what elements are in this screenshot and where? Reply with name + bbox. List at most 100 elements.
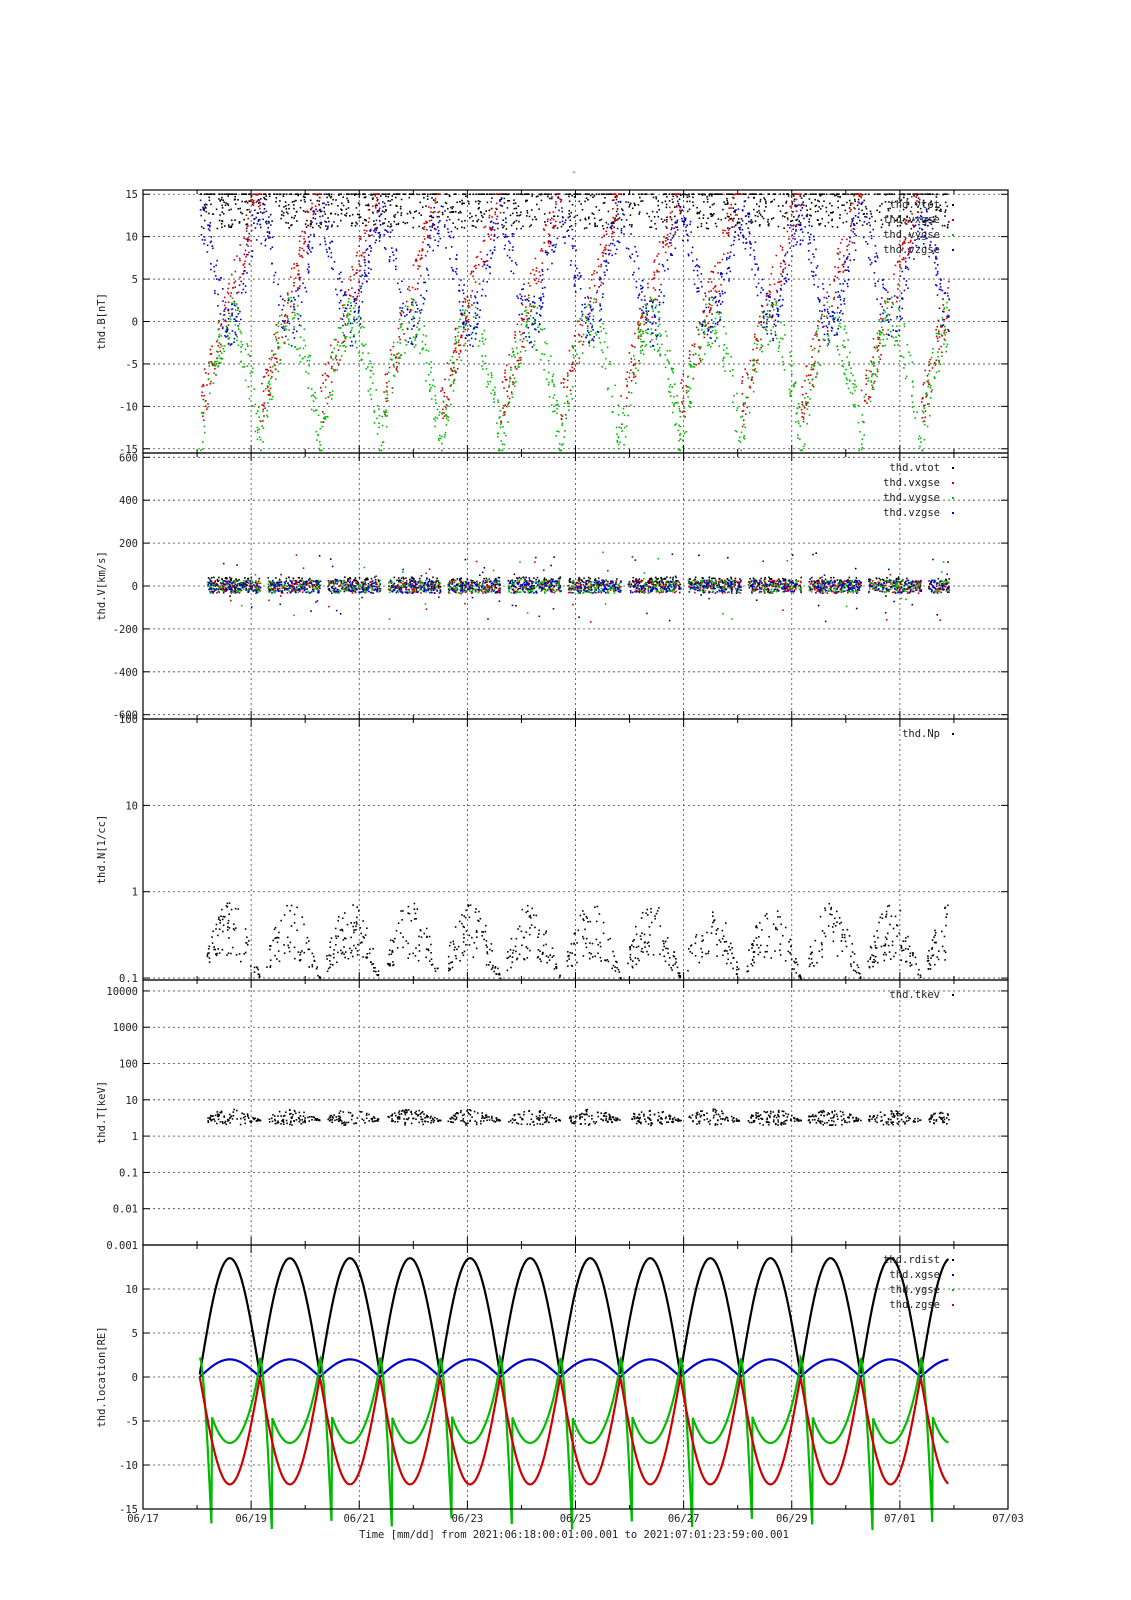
data-point [547, 384, 550, 386]
data-point [511, 355, 513, 358]
data-point [758, 322, 760, 324]
data-point [474, 338, 477, 340]
data-point [787, 278, 790, 281]
data-point [853, 195, 855, 197]
data-point [273, 353, 276, 355]
data-point [214, 275, 217, 277]
data-point [248, 208, 250, 211]
data-point [521, 303, 524, 306]
data-point [908, 193, 910, 195]
data-point [458, 356, 461, 358]
data-point [314, 217, 317, 220]
data-point [765, 322, 768, 325]
series-points-thd.vtot [200, 193, 950, 230]
data-point [291, 290, 293, 293]
data-point [398, 362, 400, 364]
data-point [676, 193, 679, 195]
data-point [702, 217, 705, 219]
data-point [767, 343, 769, 346]
data-point [426, 193, 429, 195]
data-point [911, 406, 914, 408]
data-point [876, 256, 879, 259]
data-point [930, 384, 932, 387]
data-point [452, 206, 454, 208]
data-point [655, 334, 657, 336]
data-point [431, 197, 433, 199]
data-point [869, 210, 872, 213]
data-point [775, 300, 777, 303]
data-point [477, 200, 480, 202]
data-point [747, 373, 749, 376]
data-point [902, 356, 905, 359]
data-point [861, 194, 864, 196]
data-point [646, 320, 649, 323]
data-point [264, 239, 267, 242]
data-point [806, 213, 809, 216]
data-point [222, 288, 224, 290]
data-point [640, 200, 642, 203]
data-point [897, 308, 900, 311]
data-point [635, 280, 638, 283]
data-point [669, 349, 671, 352]
data-point [947, 223, 949, 226]
data-point [480, 220, 483, 222]
data-point [247, 245, 249, 247]
data-point [674, 206, 676, 208]
data-point [809, 398, 811, 400]
data-point [212, 382, 215, 384]
data-point [240, 211, 242, 214]
data-point [562, 378, 565, 380]
data-point [254, 403, 257, 406]
data-point [510, 270, 512, 273]
data-point [841, 264, 844, 266]
data-point [852, 374, 854, 377]
data-point [587, 193, 589, 195]
data-point [390, 223, 392, 225]
data-point [854, 208, 856, 210]
data-point [535, 282, 538, 285]
data-point [604, 357, 607, 360]
data-point [452, 382, 455, 385]
data-point [873, 382, 875, 384]
data-point [662, 246, 665, 248]
data-point [850, 193, 852, 195]
data-point [794, 381, 797, 383]
data-point [282, 304, 285, 307]
data-point [736, 430, 738, 433]
data-point [223, 201, 225, 203]
data-point [719, 295, 722, 297]
data-point [743, 423, 745, 426]
data-point [599, 219, 601, 222]
data-point [230, 308, 233, 311]
data-point [312, 213, 315, 216]
data-point [500, 204, 502, 207]
data-point [762, 322, 765, 324]
data-point [269, 213, 272, 216]
data-point [489, 226, 491, 229]
data-point [290, 305, 292, 308]
data-point [392, 254, 395, 256]
data-point [598, 209, 601, 212]
data-point [285, 211, 288, 213]
data-point [315, 397, 317, 400]
data-point [248, 200, 250, 202]
data-point [430, 386, 432, 389]
data-point [296, 193, 298, 195]
data-point [696, 212, 698, 215]
data-point [417, 322, 419, 325]
data-point [277, 342, 279, 344]
data-point [833, 312, 836, 314]
data-point [687, 396, 689, 398]
data-point [879, 303, 882, 305]
data-point [933, 218, 935, 221]
data-point [605, 193, 608, 195]
data-point [650, 298, 653, 301]
data-point [814, 210, 817, 213]
data-point [329, 391, 331, 394]
data-point [246, 343, 248, 345]
data-point [801, 386, 803, 388]
data-point [556, 193, 558, 195]
data-point [665, 206, 668, 209]
data-point [468, 202, 470, 205]
data-point [304, 201, 306, 203]
